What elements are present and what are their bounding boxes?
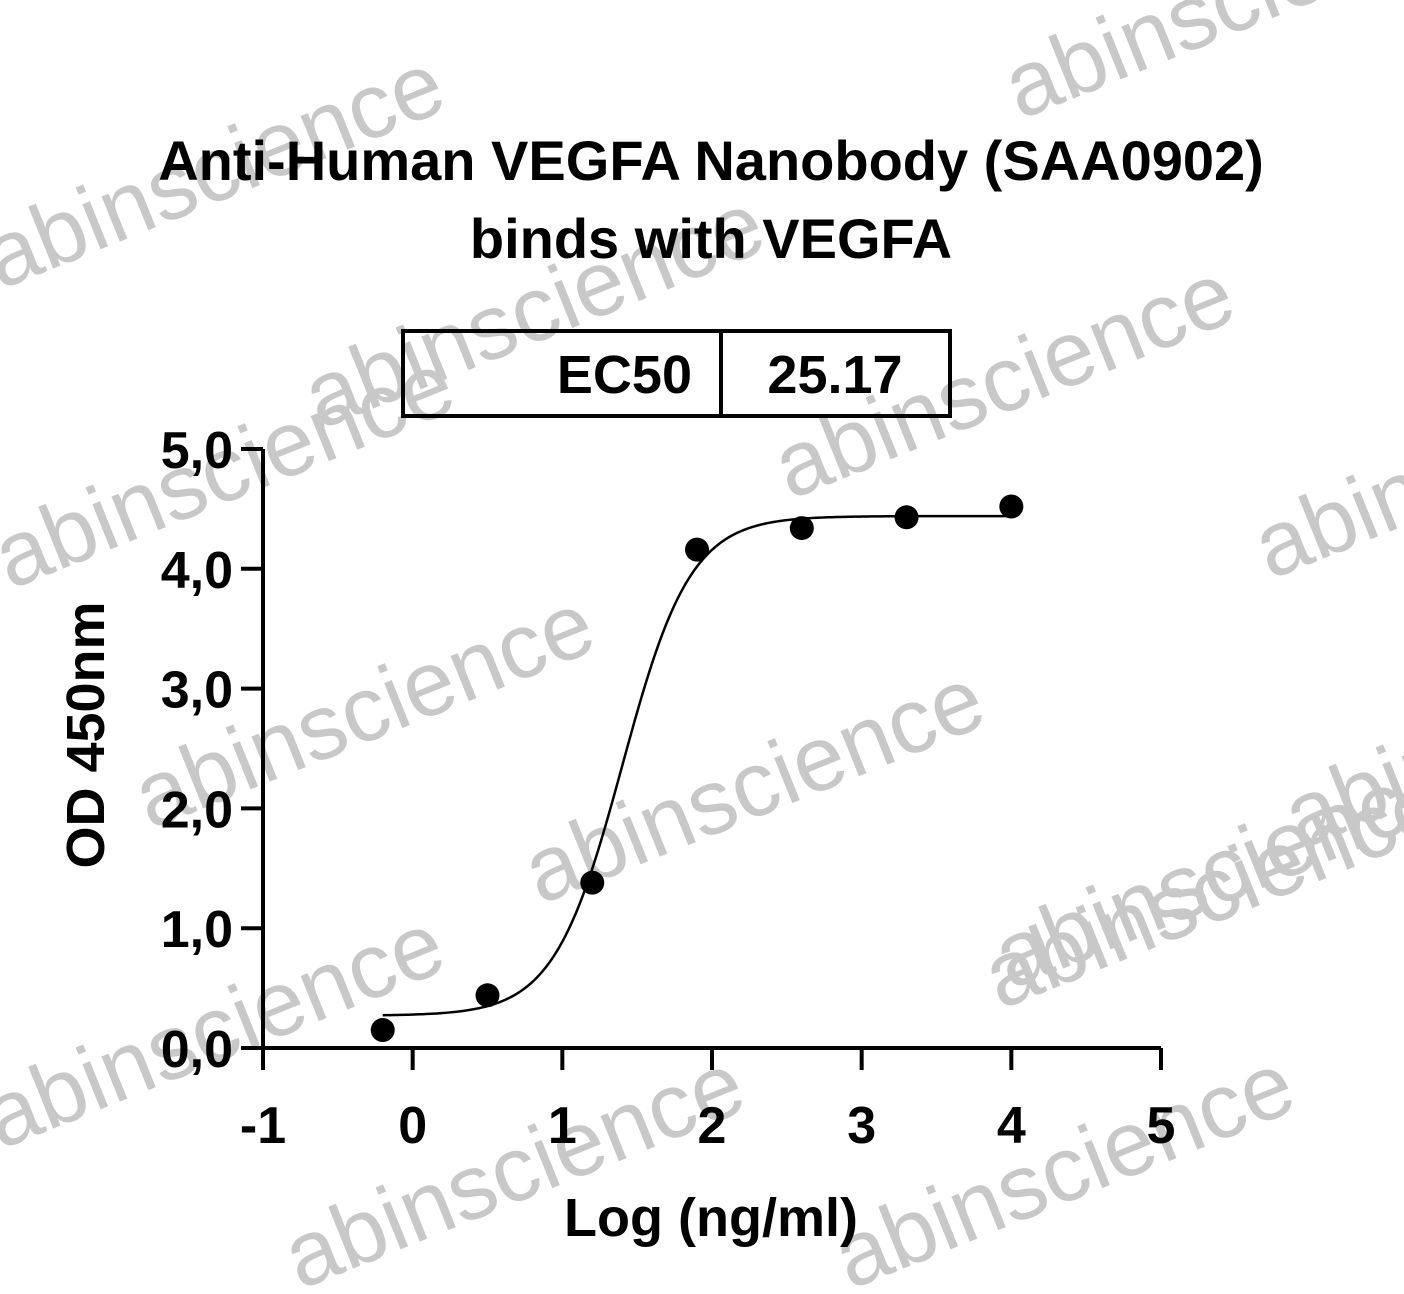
x-tick-label: 1: [548, 1097, 577, 1155]
ec50-table: EC50 25.17: [401, 329, 952, 418]
data-point: [580, 870, 605, 895]
x-tick-label: 3: [847, 1097, 876, 1155]
x-tick-label: -1: [240, 1097, 286, 1155]
y-axis-label: OD 450nm: [56, 601, 116, 868]
data-point: [475, 983, 500, 1008]
data-point: [894, 505, 919, 530]
data-point: [789, 516, 814, 541]
ec50-table-border: [401, 329, 952, 418]
axes: 0,0 1,0 2,0 3,0 4,0 5,0 -1 0 1 2 3 4 5: [161, 422, 1176, 1155]
y-tick-label: 3,0: [161, 662, 233, 720]
x-tick-label: 2: [698, 1097, 727, 1155]
x-tick-label: 4: [997, 1097, 1026, 1155]
ec50-value: 25.17: [767, 345, 902, 405]
x-tick-label: 0: [398, 1097, 427, 1155]
ec50-label: EC50: [557, 345, 692, 405]
y-tick-label: 4,0: [161, 542, 233, 600]
watermark-text: abinscience: [269, 1032, 758, 1294]
chart-subtitle: binds with VEGFA: [470, 207, 952, 270]
watermark-text: abinscience: [1239, 322, 1404, 599]
y-tick-label: 0,0: [161, 1021, 233, 1079]
watermark-text: abinscience: [0, 332, 468, 609]
data-points-layer: [370, 494, 1024, 1043]
y-tick-label: 2,0: [161, 781, 233, 839]
watermark-text: abinscience: [989, 0, 1404, 139]
y-tick-label: 5,0: [161, 422, 233, 480]
y-tick-label: 1,0: [161, 901, 233, 959]
watermark-text: abinscience: [819, 1032, 1308, 1294]
data-point: [370, 1018, 395, 1043]
data-point: [999, 494, 1024, 519]
x-tick-label: 5: [1147, 1097, 1176, 1155]
chart-title: Anti-Human VEGFA Nanobody (SAA0902): [158, 129, 1264, 192]
data-point: [685, 537, 710, 562]
x-axis-label: Log (ng/ml): [564, 1188, 858, 1248]
